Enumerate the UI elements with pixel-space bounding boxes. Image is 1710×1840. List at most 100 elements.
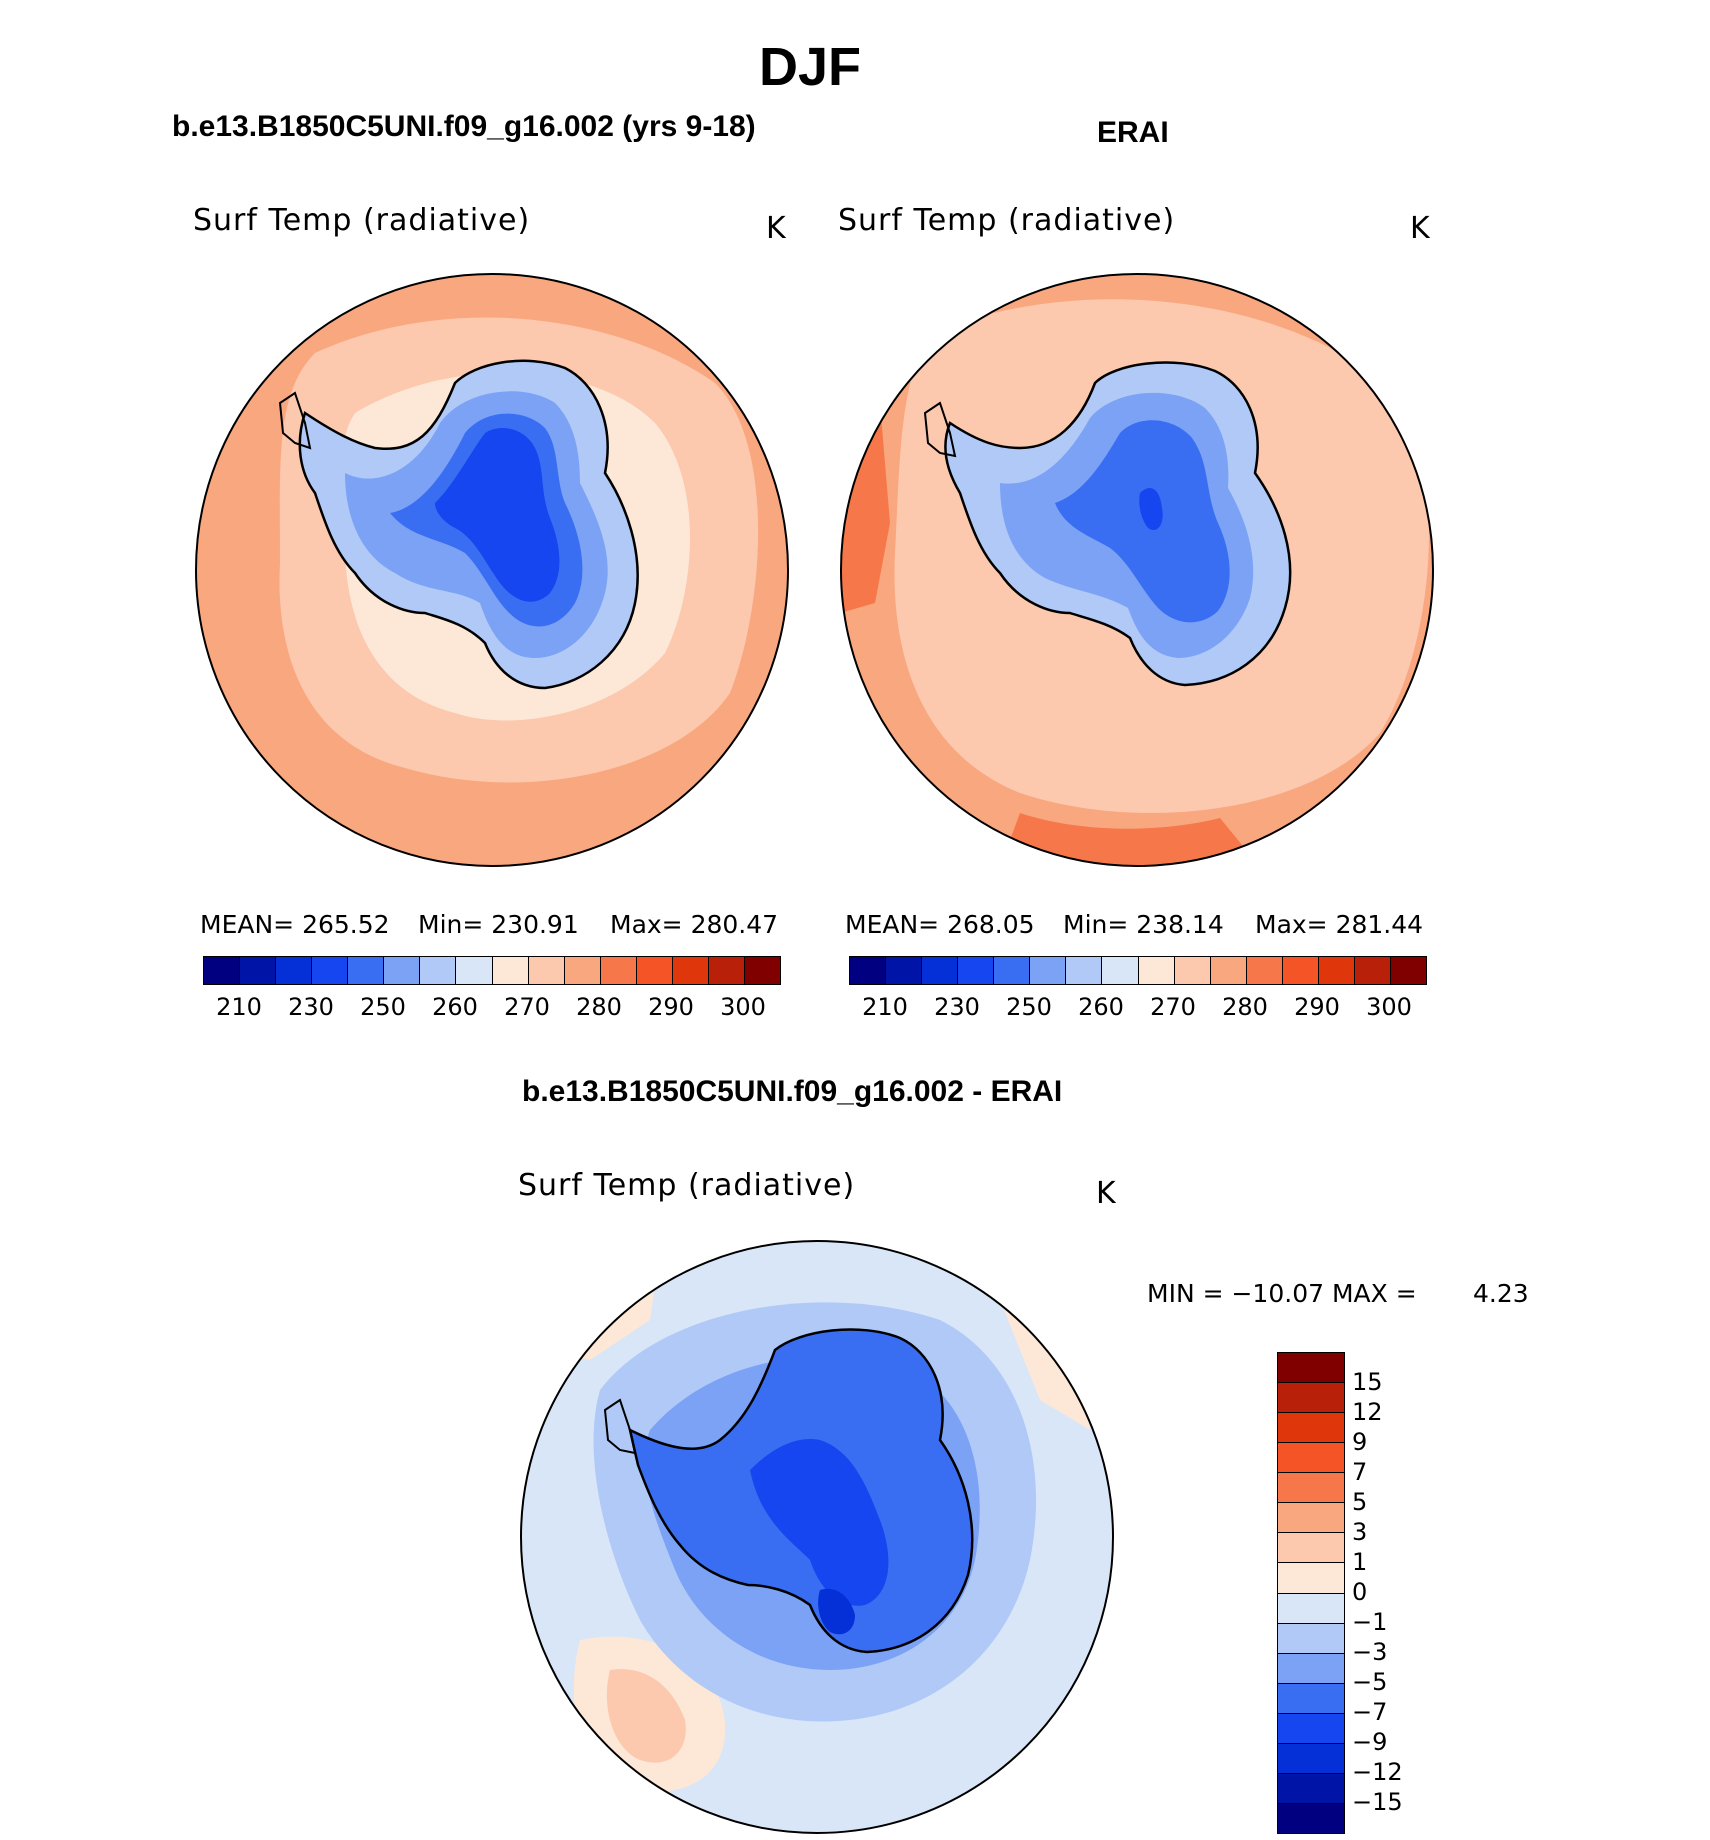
diff-polar-map	[520, 1240, 1114, 1834]
colorbar-swatch	[456, 957, 493, 984]
colorbar-tick-label: 280	[1222, 993, 1268, 1021]
model-map-border	[195, 273, 789, 867]
colorbar-swatch	[850, 957, 887, 984]
colorbar-tick-label: −5	[1352, 1668, 1388, 1696]
colorbar-swatch	[1278, 1353, 1344, 1384]
colorbar-tick-label: 12	[1352, 1398, 1383, 1426]
colorbar-swatch	[276, 957, 313, 984]
colorbar-swatch	[1278, 1413, 1344, 1444]
model-variable-label: Surf Temp (radiative)	[193, 203, 531, 238]
colorbar-tick-label: 270	[504, 993, 550, 1021]
colorbar-tick-label: 300	[1366, 993, 1412, 1021]
colorbar-swatch	[1278, 1773, 1344, 1804]
colorbar-swatch	[744, 957, 780, 984]
colorbar-swatch	[1318, 957, 1355, 984]
colorbar-swatch	[1278, 1713, 1344, 1744]
model-peninsula-coastline	[278, 391, 312, 450]
colorbar-swatch	[492, 957, 529, 984]
colorbar-tick-label: 210	[216, 993, 262, 1021]
colorbar-tick-label: 3	[1352, 1518, 1368, 1546]
model-min: Min= 230.91	[418, 910, 579, 939]
colorbar-swatch	[1278, 1683, 1344, 1714]
obs-plateau-cold	[1139, 488, 1163, 531]
colorbar-tick-label: 250	[1006, 993, 1052, 1021]
colorbar-swatch	[1066, 957, 1103, 984]
colorbar-tick-label: 9	[1352, 1428, 1368, 1456]
colorbar-tick-label: 300	[720, 993, 766, 1021]
obs-min-value: 238.14	[1136, 910, 1224, 939]
colorbar-swatch	[1278, 1563, 1344, 1594]
colorbar-swatch	[204, 957, 241, 984]
colorbar-swatch	[1138, 957, 1175, 984]
colorbar-swatch	[420, 957, 457, 984]
colorbar-swatch	[1278, 1473, 1344, 1504]
colorbar-tick-label: 260	[1078, 993, 1124, 1021]
colorbar-swatch	[1354, 957, 1391, 984]
obs-map-border	[840, 273, 1434, 867]
obs-min: Min= 238.14	[1063, 910, 1224, 939]
obs-warm-south	[1000, 813, 1260, 866]
colorbar-tick-label: −7	[1352, 1698, 1388, 1726]
diff-units-label: K	[1096, 1176, 1117, 1211]
main-title: DJF	[758, 37, 861, 97]
obs-variable-label: Surf Temp (radiative)	[838, 203, 1176, 238]
colorbar-swatch	[1030, 957, 1067, 984]
colorbar-swatch	[1278, 1593, 1344, 1624]
diff-coldest-spot	[818, 1588, 855, 1635]
colorbar-swatch	[708, 957, 745, 984]
colorbar-tick-label: −12	[1352, 1758, 1403, 1786]
colorbar-swatch	[348, 957, 385, 984]
colorbar-swatch	[1102, 957, 1139, 984]
colorbar-swatch	[1390, 957, 1426, 984]
model-mean-value: 265.52	[302, 910, 390, 939]
model-plateau-cold	[435, 428, 560, 602]
obs-max-value: 281.44	[1335, 910, 1424, 939]
diff-colorbar-ticks: 15 12 9 7 5 3 1 0 −1 −3 −5 −7 −9 −12 −15	[1352, 1352, 1442, 1832]
colorbar-tick-label: 230	[934, 993, 980, 1021]
colorbar-tick-label: 290	[1294, 993, 1340, 1021]
obs-peninsula-coastline	[923, 401, 957, 458]
model-colorbar	[203, 956, 781, 985]
colorbar-tick-label: −15	[1352, 1788, 1403, 1816]
colorbar-swatch	[1174, 957, 1211, 984]
colorbar-tick-label: 0	[1352, 1578, 1368, 1606]
obs-polar-map	[840, 273, 1434, 867]
colorbar-swatch	[1278, 1443, 1344, 1474]
colorbar-swatch	[1210, 957, 1247, 984]
colorbar-swatch	[528, 957, 565, 984]
model-min-label: Min=	[418, 910, 484, 939]
obs-max: Max= 281.44	[1255, 910, 1423, 939]
colorbar-tick-label: 230	[288, 993, 334, 1021]
colorbar-swatch	[312, 957, 349, 984]
colorbar-tick-label: 210	[862, 993, 908, 1021]
diff-antarctica-coldcore	[750, 1439, 889, 1606]
colorbar-swatch	[994, 957, 1031, 984]
colorbar-swatch	[1282, 957, 1319, 984]
colorbar-swatch	[1278, 1803, 1344, 1833]
colorbar-tick-label: 250	[360, 993, 406, 1021]
diff-coastline	[628, 1328, 974, 1654]
diff-colorbar	[1277, 1352, 1345, 1834]
model-mean: MEAN= 265.52	[200, 910, 390, 939]
colorbar-swatch	[384, 957, 421, 984]
model-coastline	[298, 359, 639, 690]
colorbar-swatch	[922, 957, 959, 984]
obs-mean-label: MEAN=	[845, 910, 940, 939]
model-polar-map	[195, 273, 789, 867]
model-panel-header: b.e13.B1850C5UNI.f09_g16.002 (yrs 9-18)	[172, 110, 756, 143]
obs-colorbar	[849, 956, 1427, 985]
colorbar-swatch	[600, 957, 637, 984]
colorbar-swatch	[240, 957, 277, 984]
colorbar-tick-label: 7	[1352, 1458, 1368, 1486]
colorbar-swatch	[672, 957, 709, 984]
model-max: Max= 280.47	[610, 910, 778, 939]
colorbar-swatch	[1278, 1623, 1344, 1654]
model-units-label: K	[766, 211, 787, 246]
colorbar-tick-label: 260	[432, 993, 478, 1021]
diff-panel-header: b.e13.B1850C5UNI.f09_g16.002 - ERAI	[522, 1075, 1063, 1108]
diff-variable-label: Surf Temp (radiative)	[518, 1168, 856, 1203]
obs-colorbar-ticks: 210 230 250 260 270 280 290 300	[849, 993, 1425, 1023]
model-colorbar-ticks: 210 230 250 260 270 280 290 300	[203, 993, 779, 1023]
model-mean-label: MEAN=	[200, 910, 295, 939]
colorbar-swatch	[1246, 957, 1283, 984]
